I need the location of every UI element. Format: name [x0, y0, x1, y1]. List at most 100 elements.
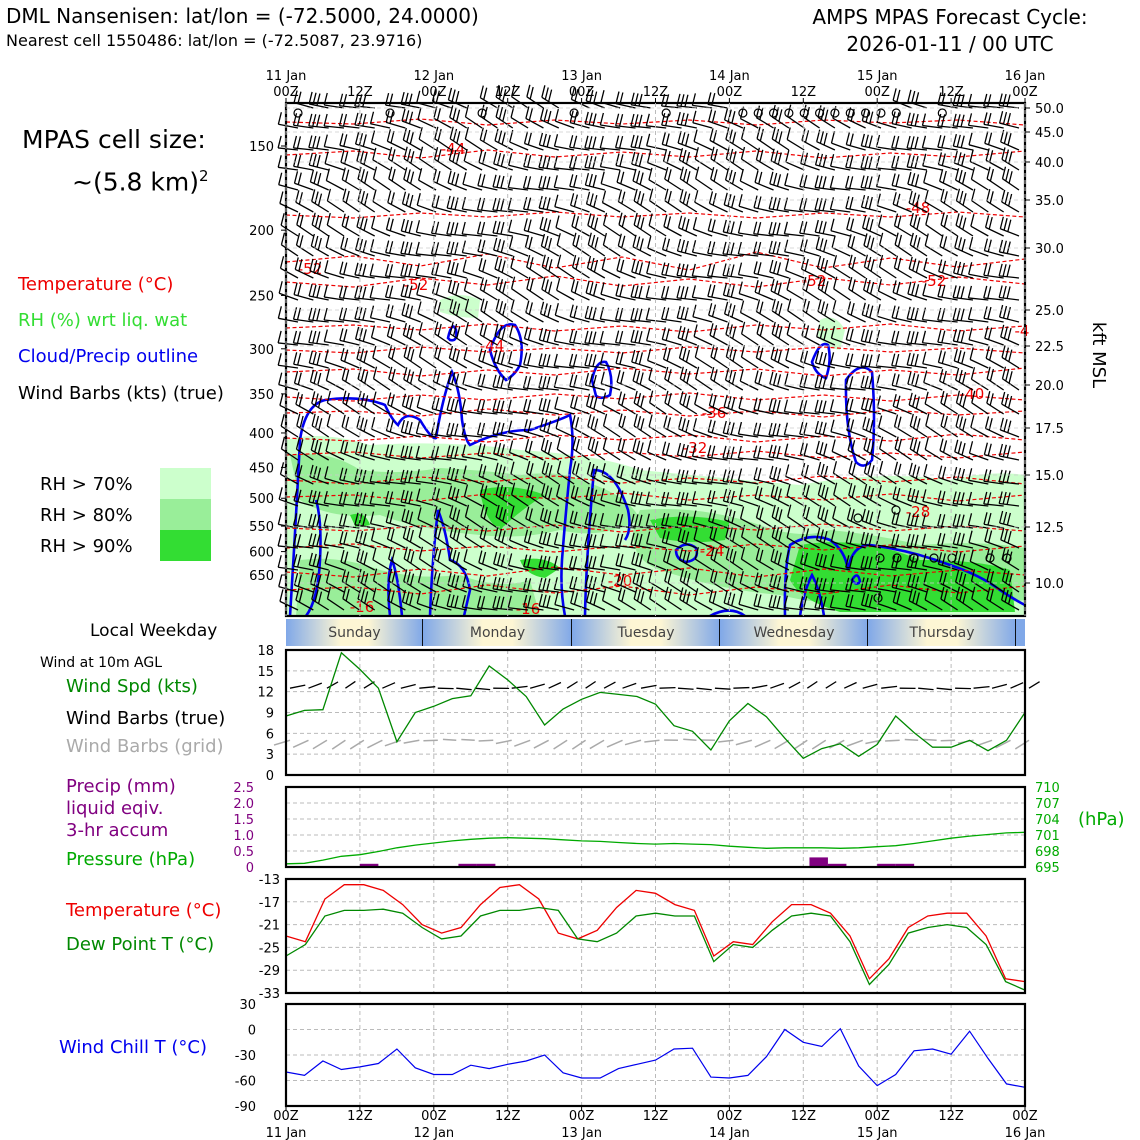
wind-barb — [599, 135, 621, 151]
wind-barb-flag — [998, 239, 1004, 253]
wind-barb-true — [991, 683, 1008, 689]
wind-barb-flag — [362, 286, 367, 299]
wind-barb-flag — [418, 344, 424, 357]
wind-barb-flag — [817, 505, 822, 518]
wind-barb — [278, 574, 299, 593]
wind-barb — [907, 573, 928, 593]
wind-barb — [891, 305, 912, 323]
wind-barb-flag — [1002, 93, 1007, 107]
wind-barb-flag — [479, 483, 484, 496]
wind-barb — [416, 282, 437, 301]
wind-barb — [311, 413, 330, 438]
wind-barb-flag — [312, 153, 317, 167]
wind-barb-staff — [555, 520, 575, 529]
wind-barb-staff — [754, 381, 774, 391]
wind-barb — [311, 212, 330, 237]
wind-barb-flag — [527, 327, 532, 341]
wind-barb-flag — [510, 482, 516, 495]
wind-barb-flag — [799, 197, 804, 211]
wind-barb — [968, 262, 989, 279]
wind-barb-flag — [542, 398, 547, 411]
wind-barb-flag — [847, 438, 852, 451]
wind-barb-flag — [740, 126, 746, 140]
wind-barb-flag — [344, 215, 350, 228]
wind-barb-flag — [500, 375, 505, 389]
wind-barb — [847, 234, 866, 257]
wind-barb-flag — [846, 301, 852, 314]
wind-barb-staff — [309, 564, 329, 571]
wind-barb-staff — [294, 182, 314, 191]
wind-barb — [908, 392, 928, 415]
wind-barb — [525, 106, 544, 129]
wind-barb — [649, 390, 667, 415]
wind-barb-flag — [829, 175, 834, 189]
wind-barb — [492, 595, 513, 611]
wind-barb-flag — [590, 257, 595, 271]
wind-barb-staff — [539, 144, 559, 151]
wind-barb — [369, 443, 391, 461]
wind-barb — [829, 175, 851, 191]
wind-barb-flag — [1005, 570, 1010, 584]
wind-barb-staff — [508, 432, 529, 438]
wind-barb-staff — [417, 204, 437, 213]
wind-barb — [387, 392, 406, 415]
wind-barb-flag — [345, 588, 350, 602]
wind-barb-staff — [784, 251, 805, 257]
wind-barb-flag — [679, 166, 684, 179]
wind-barb — [939, 438, 958, 461]
wind-barb-staff — [830, 565, 851, 571]
wind-barb-staff — [556, 244, 575, 257]
wind-barb — [464, 104, 483, 129]
wind-barb-flag — [355, 326, 360, 340]
wind-barb-flag — [602, 436, 608, 450]
wind-barb-flag — [500, 400, 505, 413]
wind-barb-staff — [556, 289, 575, 301]
wind-barb — [523, 131, 544, 151]
wind-barb-staff — [646, 145, 667, 151]
wind-barb-flag — [814, 152, 820, 166]
wind-barb-flag — [646, 467, 651, 480]
wind-barb-staff — [600, 147, 621, 151]
wind-barb-flag — [483, 129, 488, 142]
wind-barb-flag — [544, 439, 549, 453]
weekday-segment — [720, 619, 868, 646]
wind-barb-flag — [523, 554, 528, 567]
wind-barb — [507, 577, 529, 593]
wind-barb-flag — [660, 285, 666, 299]
calm-wind-circle — [929, 553, 939, 563]
wind-barb-flag — [461, 398, 466, 412]
wind-barb — [984, 131, 1004, 151]
wind-barb — [891, 135, 912, 151]
wind-barb — [278, 281, 299, 301]
wind-barb — [937, 152, 958, 171]
wind-barb-staff — [309, 270, 329, 279]
wind-barb-flag — [800, 257, 806, 270]
wind-barb — [940, 413, 959, 438]
wind-barb-staff — [432, 498, 452, 507]
wind-barb-flag — [406, 571, 411, 584]
wind-barb-staff — [584, 545, 605, 549]
wind-barb-staff — [679, 402, 698, 415]
wind-barb-flag — [314, 191, 319, 204]
wind-barb-staff — [663, 560, 682, 571]
wind-barb — [676, 263, 697, 279]
wind-barb-flag — [483, 87, 488, 100]
wind-barb-flag — [313, 260, 318, 273]
wind-barb-staff — [692, 481, 713, 485]
wind-barb-flag — [461, 422, 466, 436]
wind-barb-flag — [293, 154, 298, 167]
wind-barb-flag — [962, 418, 967, 431]
wind-barb-flag — [293, 488, 298, 501]
wind-barb-flag — [416, 591, 421, 604]
wind-barb — [860, 396, 882, 415]
wind-barb-flag — [461, 196, 466, 210]
wind-barb — [509, 528, 529, 549]
wind-barb-staff — [615, 362, 636, 369]
wind-barb-staff — [709, 600, 728, 611]
wind-barb — [814, 577, 835, 593]
wind-barb-staff — [554, 167, 575, 171]
wind-barb-flag — [1002, 264, 1007, 277]
wind-barb-flag — [408, 305, 414, 318]
wind-barb-staff — [510, 267, 529, 279]
wind-barb — [446, 241, 467, 257]
